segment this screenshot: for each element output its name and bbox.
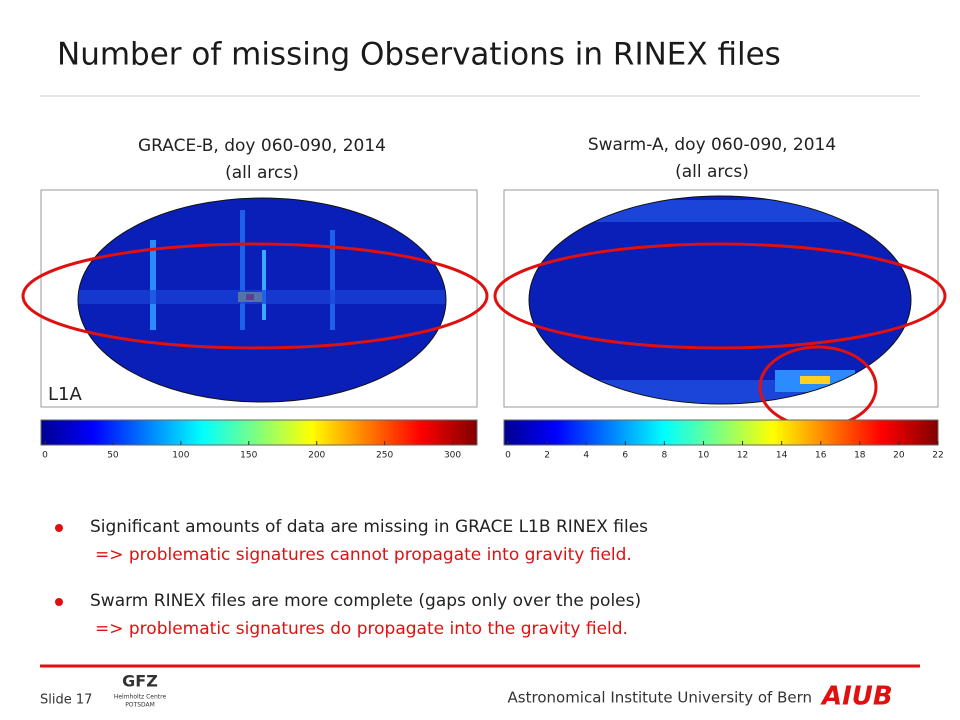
colorbar: [40, 419, 478, 446]
map: [78, 198, 446, 402]
institute: Astronomical Institute University of Ber…: [508, 689, 812, 707]
colorbar-tick-label: 22: [932, 451, 943, 461]
logo: GFZ: [122, 672, 158, 691]
colorbar-tick-label: 100: [172, 451, 189, 461]
map-outline: [77, 197, 447, 403]
colorbar-tick-label: 16: [815, 451, 827, 461]
colorbar-tick-label: 12: [737, 451, 748, 461]
panel-title: (all arcs): [675, 162, 749, 182]
panel-title: GRACE-B, doy 060-090, 2014: [138, 136, 386, 156]
colorbar-tick-label: 8: [661, 451, 667, 461]
panel-title: (all arcs): [225, 163, 299, 183]
bullet-note: => problematic signatures cannot propaga…: [95, 545, 632, 565]
bullet: [55, 598, 63, 606]
colorbar-tick-label: 0: [505, 451, 511, 461]
slide-number: Slide 17: [40, 693, 92, 708]
colorbar-tick-label: 4: [583, 451, 589, 461]
colorbar-tick-label: 50: [107, 451, 119, 461]
logo: POTSDAM: [125, 702, 155, 709]
colorbar-tick-label: 300: [444, 451, 461, 461]
bullet-text: Significant amounts of data are missing …: [90, 517, 648, 537]
colorbar-tick-label: 6: [622, 451, 628, 461]
highlight: [21, 242, 489, 350]
colorbar-tick-label: 0: [42, 451, 48, 461]
colorbar-tick-label: 14: [776, 451, 788, 461]
panel-label: L1A: [48, 384, 82, 405]
colorbar-tick-label: 18: [854, 451, 866, 461]
logo: Helmholtz Centre: [114, 694, 167, 701]
title: Number of missing Observations in RINEX …: [57, 37, 781, 73]
colorbar-tick-label: 250: [376, 451, 393, 461]
brand: AIUB: [820, 682, 893, 712]
bullet: [55, 524, 63, 532]
colorbar-tick-label: 150: [240, 451, 257, 461]
colorbar-tick-label: 20: [893, 451, 905, 461]
colorbar-tick-label: 200: [308, 451, 325, 461]
bullet-note: => problematic signatures do propagate i…: [95, 619, 628, 639]
bullet-text: Swarm RINEX files are more complete (gap…: [90, 591, 641, 611]
highlight: [493, 242, 947, 350]
colorbar-tick-label: 2: [544, 451, 550, 461]
colorbar-tick-label: 10: [698, 451, 710, 461]
colorbar: [503, 419, 939, 446]
panel-title: Swarm-A, doy 060-090, 2014: [588, 135, 836, 155]
map-outline: [528, 195, 912, 405]
